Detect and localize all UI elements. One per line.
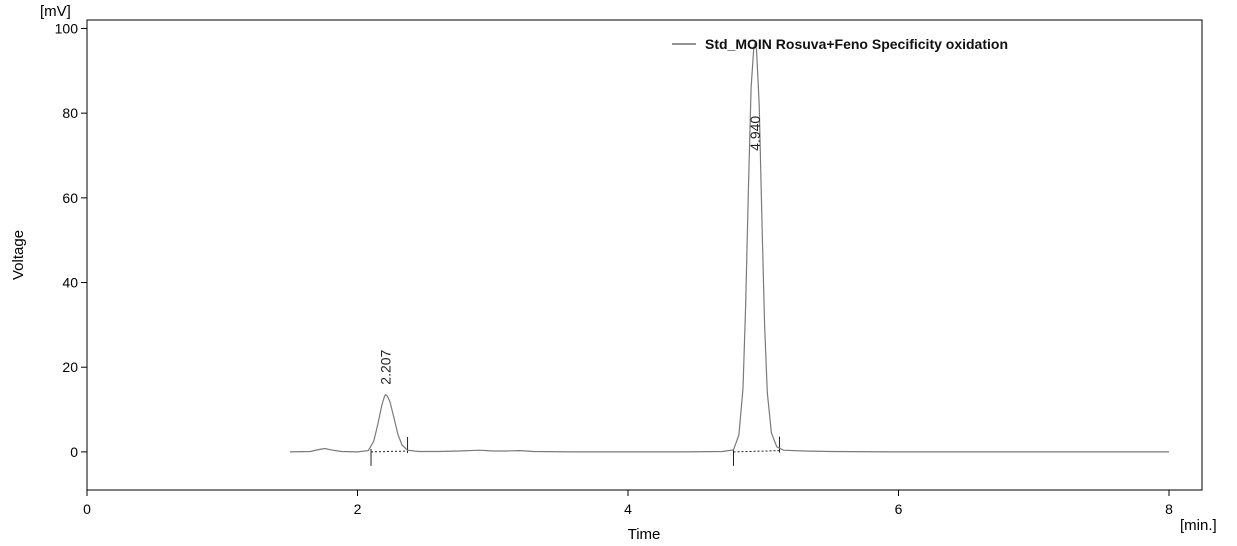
peak-label: 2.207 — [378, 349, 394, 384]
peak-label: 4.940 — [747, 116, 763, 151]
series-line-trace — [289, 40, 1169, 453]
y-axis-title: Voltage — [10, 230, 27, 280]
x-axis-ticks: 0 2 4 6 8 — [83, 490, 1173, 517]
legend-entry: Std_MOIN Rosuva+Feno Specificity oxidati… — [705, 36, 1008, 52]
y-tick-label: 80 — [62, 105, 78, 121]
x-tick-label: 6 — [895, 501, 903, 517]
y-axis-ticks: 0 20 40 60 80 100 — [55, 20, 87, 460]
peak-annotations: 2.207 4.940 — [378, 116, 764, 385]
y-tick-label: 20 — [62, 359, 78, 375]
baseline-line — [371, 450, 408, 453]
y-tick-label: 100 — [55, 20, 79, 36]
x-tick-label: 0 — [83, 501, 91, 517]
x-tick-label: 2 — [354, 501, 362, 517]
x-tick-label: 4 — [624, 501, 632, 517]
x-tick-label: 8 — [1165, 501, 1173, 517]
y-tick-label: 40 — [62, 275, 78, 291]
baseline-line — [733, 450, 780, 453]
plot-frame — [86, 19, 1203, 491]
y-tick-label: 0 — [70, 444, 78, 460]
y-unit-label: [mV] — [40, 3, 71, 20]
x-axis-title: Time — [628, 526, 661, 543]
x-unit-label: [min.] — [1180, 517, 1217, 534]
y-tick-label: 60 — [62, 190, 78, 206]
